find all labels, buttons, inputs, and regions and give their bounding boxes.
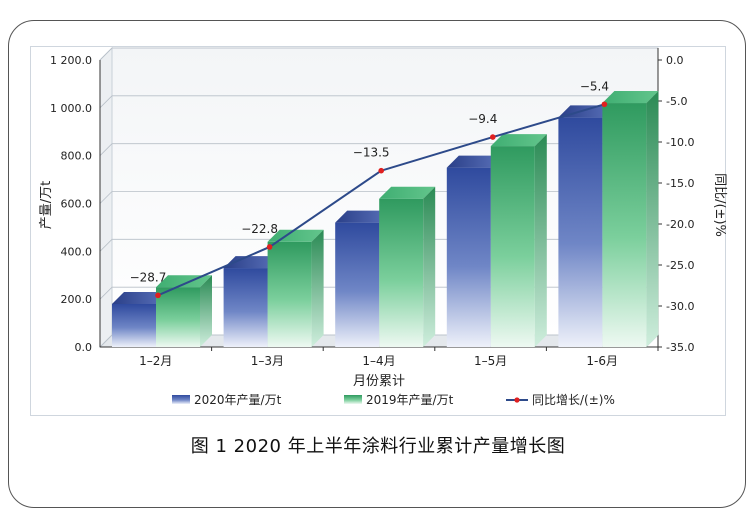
bar-2019 [490,134,547,347]
bar-2019 [267,229,324,347]
y-tick-label: 800.0 [61,150,93,163]
bar-front [112,303,156,347]
growth-data-label: −5.4 [580,79,609,93]
legend-swatch [344,395,362,404]
legend-label: 2019年产量/万t [366,393,454,407]
bar-front [490,146,535,347]
bar-top [446,155,503,168]
y-tick-label: 600.0 [61,198,93,211]
growth-data-label: −22.8 [241,222,278,236]
x-tick-label: 1–4月 [362,354,395,368]
y2-tick-label: -30.0 [666,300,694,313]
y2-tick-label: 0.0 [666,54,684,67]
bar-front [335,222,380,347]
legend-item: 2019年产量/万t [344,393,454,407]
bar-side [311,229,324,347]
bar-top [223,256,280,269]
bar-top [379,186,436,199]
bar-side [200,275,212,347]
bar-side [423,186,436,347]
legend-item: 同比增长/(±)% [506,393,615,407]
growth-data-label: −28.7 [130,270,167,284]
y2-tick-label: -5.0 [666,95,687,108]
figure-caption: 图 1 2020 年上半年涂料行业累计产量增长图 [190,436,566,457]
gridline [99,143,658,156]
x-tick-label: 1–2月 [139,354,172,368]
bar-2020 [112,291,168,347]
y2-axis-title: 同比/(±)% [712,173,727,237]
y-axis-title: 产量/万t [39,181,54,229]
y2-tick-label: -35.0 [666,341,694,354]
growth-marker [266,244,273,250]
bar-2020 [558,105,615,348]
bar-front [223,268,268,347]
bar-2019 [156,275,212,347]
x-tick-label: 1–5月 [474,354,507,368]
y-tick-label: 1 200.0 [50,54,92,67]
x-axis-title: 月份累计 [353,374,405,389]
growth-data-label: −9.4 [468,112,497,126]
growth-data-label: −13.5 [353,146,390,160]
bar-2019 [379,186,436,347]
y2-tick-label: -10.0 [666,136,694,149]
bar-front [156,287,200,347]
x-tick-label: 1-6月 [586,354,618,368]
x-tick-label: 1–3月 [251,354,284,368]
bar-top [602,91,659,104]
bar-2019 [602,91,659,347]
growth-marker [378,167,385,174]
legend-label: 同比增长/(±)% [532,393,615,407]
gridline [99,95,658,109]
gridline [99,47,658,61]
y2-tick-label: -25.0 [666,259,694,272]
bar-front [602,103,647,347]
y2-tick-label: -15.0 [666,177,694,190]
legend-swatch [172,395,190,404]
growth-marker [601,101,608,108]
bar-top [490,134,547,147]
y-tick-label: 200.0 [61,293,93,306]
y-tick-label: 1 000.0 [50,102,92,115]
bar-front [267,241,312,347]
y-tick-label: 0.0 [75,341,93,354]
bar-top [335,210,392,223]
bar-front [446,167,491,347]
bar-front [379,198,424,347]
bar-top [112,291,168,304]
legend-item: 2020年产量/万t [172,393,282,407]
bar-side [534,134,547,347]
bar-front [558,117,603,348]
y-tick-label: 400.0 [61,245,93,258]
bar-side [646,91,659,347]
growth-marker [490,134,496,140]
legend-marker [514,397,520,403]
y2-tick-label: -20.0 [666,218,694,231]
growth-marker [155,292,161,299]
legend-label: 2020年产量/万t [194,393,282,407]
